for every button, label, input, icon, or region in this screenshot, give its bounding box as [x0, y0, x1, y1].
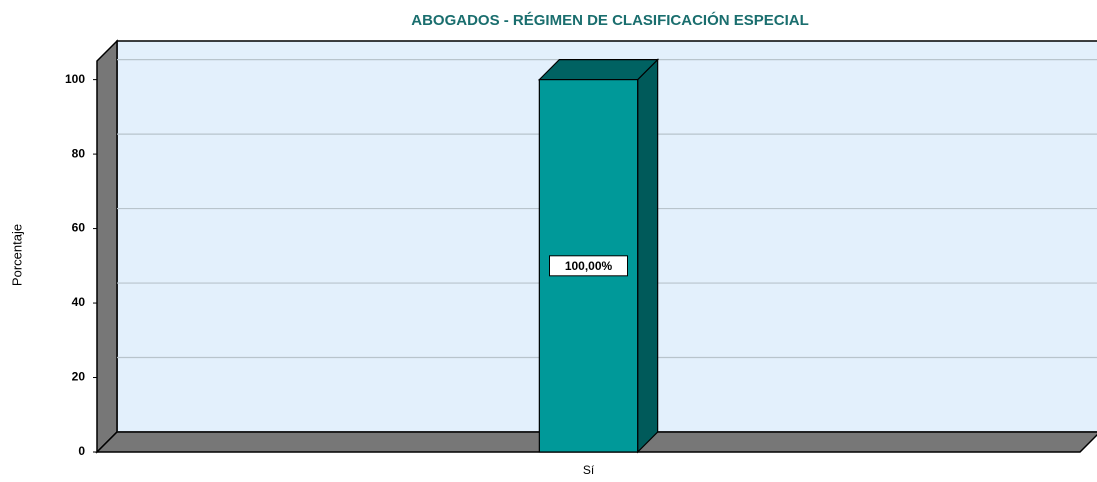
- y-axis-label: Porcentaje: [9, 224, 24, 286]
- y-tick-label: 100: [65, 72, 85, 86]
- y-tick-label: 80: [72, 146, 86, 160]
- left-wall: [96, 39, 118, 454]
- y-tick-label: 20: [72, 370, 86, 384]
- bar-top: [537, 59, 660, 81]
- y-tick-label: 40: [72, 295, 86, 309]
- chart-title: ABOGADOS - RÉGIMEN DE CLASIFICACIÓN ESPE…: [411, 11, 809, 29]
- value-label: 100,00%: [565, 259, 613, 273]
- bar-side: [637, 58, 659, 454]
- y-tick-label: 0: [78, 444, 85, 458]
- value-label-box: [549, 255, 628, 277]
- x-tick-label: Sí: [583, 463, 595, 477]
- y-tick-label: 60: [72, 221, 86, 235]
